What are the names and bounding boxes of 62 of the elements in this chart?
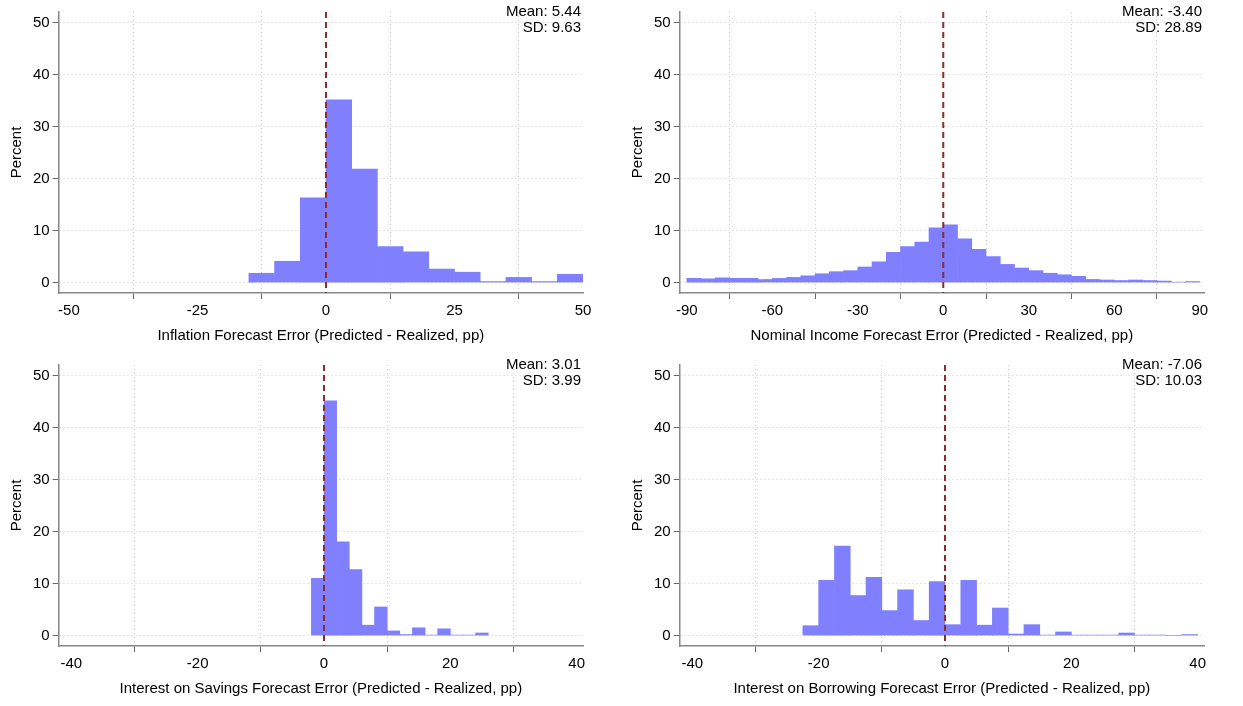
annotation: Mean: 3.01 — [505, 354, 581, 372]
y-axis-title: Percent — [628, 125, 646, 179]
y-axis-title: Percent — [628, 478, 646, 532]
annotation: SD: 3.99 — [522, 370, 581, 388]
y-tick-label: 30 — [33, 469, 50, 487]
annotation: SD: 9.63 — [522, 17, 581, 35]
x-axis-title: Nominal Income Forecast Error (Predicted - Realized, pp) — [750, 326, 1134, 344]
x-tick-label: -25 — [186, 301, 209, 319]
x-tick-label: -40 — [681, 654, 704, 672]
y-tick-label: 50 — [654, 12, 671, 30]
x-tick-label: 0 — [940, 654, 950, 672]
y-tick-label: 20 — [654, 168, 671, 186]
y-tick-label: 20 — [33, 521, 50, 539]
x-tick-label: -50 — [58, 301, 80, 319]
y-axis-title: Percent — [7, 125, 25, 179]
x-tick-label: 90 — [1191, 301, 1209, 319]
x-tick-label: 20 — [1063, 654, 1080, 672]
y-tick-label: 50 — [33, 365, 50, 383]
annotation: Mean: -3.40 — [1121, 1, 1202, 19]
y-tick-label: 10 — [654, 220, 671, 238]
y-tick-label: 10 — [654, 573, 671, 591]
y-tick-label: 40 — [33, 417, 50, 435]
y-tick-label: 40 — [654, 64, 671, 82]
x-tick-label: -40 — [60, 654, 83, 672]
y-tick-label: 20 — [33, 168, 50, 186]
y-tick-label: 0 — [662, 625, 671, 643]
y-tick-label: 20 — [654, 521, 671, 539]
y-tick-label: 30 — [654, 469, 671, 487]
y-tick-label: 10 — [33, 220, 50, 238]
x-tick-label: -20 — [807, 654, 830, 672]
annotation: Mean: 5.44 — [505, 1, 581, 19]
x-tick-label: 60 — [1105, 301, 1123, 319]
x-tick-label: 40 — [1189, 654, 1207, 672]
x-tick-label: 0 — [939, 301, 948, 319]
y-tick-label: 40 — [654, 417, 671, 435]
x-tick-label: -30 — [846, 301, 869, 319]
y-tick-label: 0 — [41, 625, 50, 643]
y-tick-label: 50 — [654, 365, 671, 383]
y-tick-label: 0 — [41, 272, 50, 290]
y-tick-label: 0 — [662, 272, 671, 290]
y-tick-label: 30 — [33, 116, 50, 134]
y-tick-label: 30 — [654, 116, 671, 134]
x-axis-title: Interest on Savings Forecast Error (Predicted - Realized, pp) — [119, 679, 523, 697]
x-tick-label: 0 — [319, 654, 329, 672]
y-tick-label: 40 — [33, 64, 50, 82]
y-axis-title: Percent — [7, 478, 25, 532]
annotation: SD: 28.89 — [1135, 17, 1202, 35]
x-tick-label: 25 — [446, 301, 463, 319]
annotation: Mean: -7.06 — [1121, 354, 1202, 372]
x-tick-label: -20 — [186, 654, 209, 672]
x-tick-label: -60 — [761, 301, 784, 319]
x-tick-label: -90 — [675, 301, 698, 319]
x-tick-label: 20 — [442, 654, 459, 672]
y-tick-label: 10 — [33, 573, 50, 591]
y-tick-label: 50 — [33, 12, 50, 30]
x-tick-label: 40 — [568, 654, 586, 672]
x-axis-title: Interest on Borrowing Forecast Error (Predicted - Realized, pp) — [733, 679, 1151, 697]
x-tick-label: 50 — [574, 301, 592, 319]
x-tick-label: 30 — [1020, 301, 1038, 319]
x-axis-title: Inflation Forecast Error (Predicted - Realized, pp) — [157, 326, 485, 344]
x-tick-label: 0 — [321, 301, 331, 319]
annotation: SD: 10.03 — [1135, 370, 1202, 388]
